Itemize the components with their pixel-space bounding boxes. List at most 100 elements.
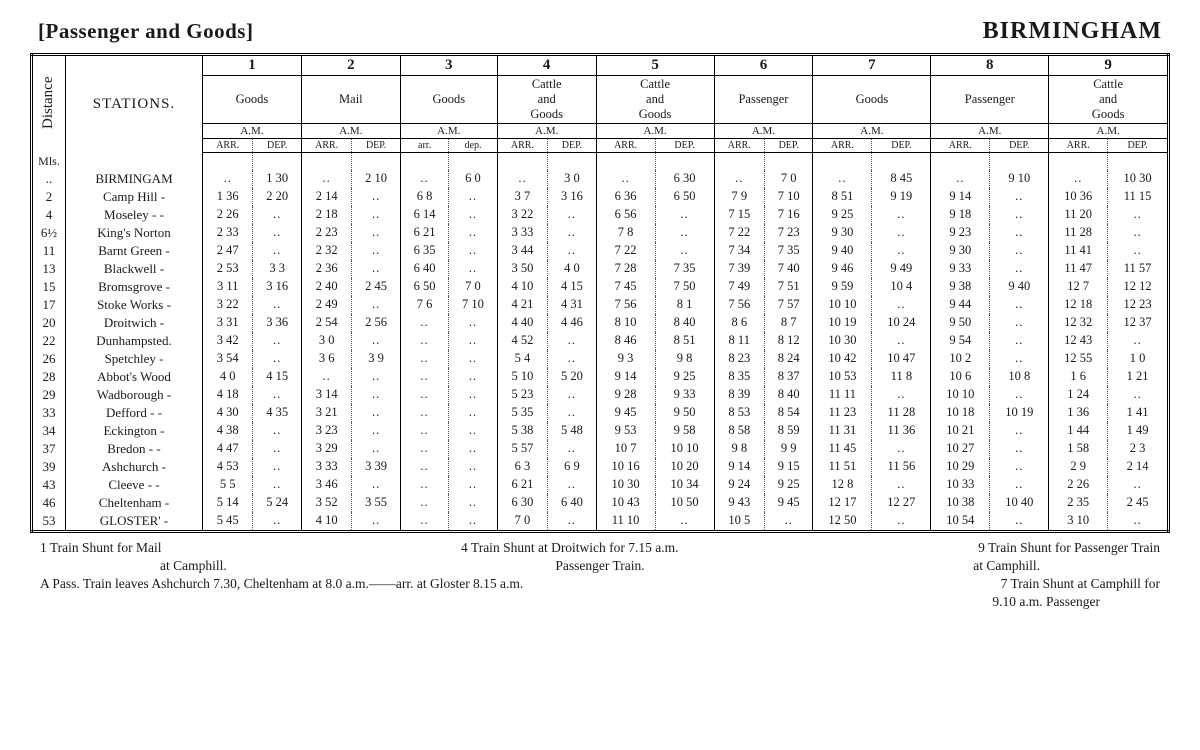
time-arr: 3 29 bbox=[301, 440, 351, 458]
time-arr: 8 35 bbox=[714, 368, 764, 386]
footnote-9a: 9 Train Shunt for Passenger Train bbox=[978, 539, 1160, 557]
train-number: 9 bbox=[1049, 55, 1169, 76]
time-arr: 4 38 bbox=[203, 422, 253, 440]
time-arr: 3 52 bbox=[301, 494, 351, 512]
time-arr: 8 6 bbox=[714, 314, 764, 332]
time-dep: .. bbox=[253, 476, 301, 494]
subhead-arr: ARR. bbox=[1049, 139, 1108, 153]
time-dep: 6 9 bbox=[548, 458, 596, 476]
time-arr: .. bbox=[1049, 170, 1108, 188]
time-dep: 10 30 bbox=[1108, 170, 1169, 188]
time-arr: 3 23 bbox=[301, 422, 351, 440]
time-arr: 4 53 bbox=[203, 458, 253, 476]
time-arr: 2 18 bbox=[301, 206, 351, 224]
time-dep: .. bbox=[872, 332, 931, 350]
time-dep: 10 8 bbox=[990, 368, 1049, 386]
time-arr: 1 24 bbox=[1049, 386, 1108, 404]
time-arr: .. bbox=[400, 350, 448, 368]
time-arr: 3 46 bbox=[301, 476, 351, 494]
time-dep: .. bbox=[449, 242, 497, 260]
time-arr: 10 5 bbox=[714, 512, 764, 532]
subhead-dep: DEP. bbox=[352, 139, 400, 153]
time-dep: 7 16 bbox=[764, 206, 812, 224]
time-arr: 3 7 bbox=[497, 188, 547, 206]
time-dep: .. bbox=[990, 206, 1049, 224]
time-dep: 9 40 bbox=[990, 278, 1049, 296]
distance-value: 11 bbox=[32, 242, 66, 260]
time-dep: 1 41 bbox=[1108, 404, 1169, 422]
distance-value: 39 bbox=[32, 458, 66, 476]
time-dep: 3 9 bbox=[352, 350, 400, 368]
time-dep: 8 59 bbox=[764, 422, 812, 440]
time-arr: 9 18 bbox=[931, 206, 990, 224]
time-dep: .. bbox=[449, 494, 497, 512]
time-dep: 9 25 bbox=[764, 476, 812, 494]
time-dep: 10 20 bbox=[655, 458, 714, 476]
time-dep: .. bbox=[253, 224, 301, 242]
time-arr: 10 29 bbox=[931, 458, 990, 476]
time-dep: .. bbox=[449, 512, 497, 532]
empty-cell bbox=[66, 153, 203, 170]
time-dep: 6 40 bbox=[548, 494, 596, 512]
time-dep: .. bbox=[548, 440, 596, 458]
time-dep: 7 35 bbox=[764, 242, 812, 260]
time-dep: 9 45 bbox=[764, 494, 812, 512]
timetable-body: Mls...BIRMINGAM..1 30..2 10..6 0..3 0..6… bbox=[32, 153, 1169, 532]
time-arr: 3 22 bbox=[203, 296, 253, 314]
time-dep: .. bbox=[352, 404, 400, 422]
time-dep: .. bbox=[990, 242, 1049, 260]
time-dep: .. bbox=[990, 440, 1049, 458]
time-dep: 8 51 bbox=[655, 332, 714, 350]
train-type: Passenger bbox=[931, 76, 1049, 124]
time-arr: .. bbox=[400, 404, 448, 422]
train-type: CattleandGoods bbox=[1049, 76, 1169, 124]
time-dep: .. bbox=[352, 242, 400, 260]
time-dep: 12 37 bbox=[1108, 314, 1169, 332]
time-dep: .. bbox=[872, 296, 931, 314]
station-name: Moseley - - bbox=[66, 206, 203, 224]
time-arr: 5 45 bbox=[203, 512, 253, 532]
time-dep: .. bbox=[872, 224, 931, 242]
time-dep: 9 58 bbox=[655, 422, 714, 440]
train-period: A.M. bbox=[497, 124, 596, 139]
subhead-dep: DEP. bbox=[548, 139, 596, 153]
time-dep: 2 45 bbox=[352, 278, 400, 296]
station-name: BIRMINGAM bbox=[66, 170, 203, 188]
time-dep: 9 25 bbox=[655, 368, 714, 386]
time-arr: 8 11 bbox=[714, 332, 764, 350]
time-dep: 8 45 bbox=[872, 170, 931, 188]
subhead-dep: DEP. bbox=[990, 139, 1049, 153]
time-arr: 9 25 bbox=[813, 206, 872, 224]
time-dep: 7 57 bbox=[764, 296, 812, 314]
train-number: 2 bbox=[301, 55, 400, 76]
distance-value: 46 bbox=[32, 494, 66, 512]
time-arr: 6 30 bbox=[497, 494, 547, 512]
time-arr: 2 26 bbox=[203, 206, 253, 224]
time-dep: .. bbox=[352, 440, 400, 458]
train-period: A.M. bbox=[203, 124, 302, 139]
time-dep: 9 50 bbox=[655, 404, 714, 422]
time-arr: .. bbox=[400, 494, 448, 512]
time-arr: 2 23 bbox=[301, 224, 351, 242]
time-arr: 9 30 bbox=[931, 242, 990, 260]
time-dep: 8 54 bbox=[764, 404, 812, 422]
time-arr: 5 23 bbox=[497, 386, 547, 404]
time-dep: 7 0 bbox=[764, 170, 812, 188]
time-arr: 7 0 bbox=[497, 512, 547, 532]
time-dep: .. bbox=[253, 206, 301, 224]
station-name: Dunhampsted. bbox=[66, 332, 203, 350]
time-arr: 10 21 bbox=[931, 422, 990, 440]
time-dep: 9 19 bbox=[872, 188, 931, 206]
time-dep: .. bbox=[1108, 332, 1169, 350]
time-dep: 1 21 bbox=[1108, 368, 1169, 386]
time-dep: 3 3 bbox=[253, 260, 301, 278]
train-type: Goods bbox=[203, 76, 302, 124]
footnote-7a: 7 Train Shunt at Camphill for bbox=[1001, 575, 1160, 593]
subhead-arr: ARR. bbox=[596, 139, 655, 153]
time-dep: 7 10 bbox=[764, 188, 812, 206]
train-number: 8 bbox=[931, 55, 1049, 76]
time-arr: 10 19 bbox=[813, 314, 872, 332]
time-dep: 4 15 bbox=[253, 368, 301, 386]
time-arr: 7 56 bbox=[714, 296, 764, 314]
time-dep: 12 27 bbox=[872, 494, 931, 512]
